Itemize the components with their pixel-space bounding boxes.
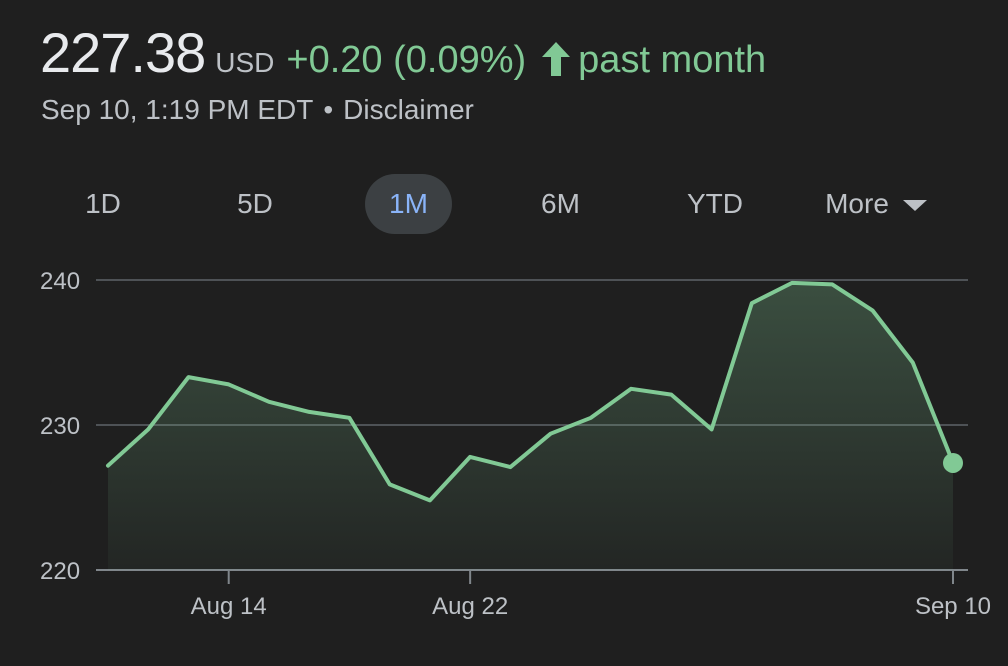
price-area-fill	[108, 282, 953, 570]
x-tick-label: Aug 22	[432, 593, 508, 620]
data-point	[911, 361, 915, 365]
separator-dot: •	[323, 94, 334, 125]
x-tick-label: Sep 10	[915, 593, 991, 620]
y-tick-label: 230	[40, 413, 80, 440]
data-point	[549, 432, 553, 436]
quote-subline: Sep 10, 1:19 PM EDT • Disclaimer	[41, 94, 474, 126]
data-point	[468, 455, 472, 459]
data-point	[830, 282, 834, 286]
data-point	[508, 465, 512, 469]
timestamp: Sep 10, 1:19 PM EDT	[41, 94, 314, 125]
data-point	[750, 301, 754, 305]
tab-5d[interactable]: 5D	[237, 188, 273, 219]
y-tick-label: 220	[40, 558, 80, 585]
tab-6m[interactable]: 6M	[541, 188, 580, 219]
price-chart: 240 230 220 Aug 14 Aug 22 Sep 10	[40, 268, 991, 620]
range-tabs: 1D 5D 1M 6M YTD More	[0, 174, 1008, 234]
tab-more-label: More	[825, 188, 889, 219]
data-point	[106, 464, 110, 468]
disclaimer-link[interactable]: Disclaimer	[343, 94, 474, 125]
quote-header: 227.38 USD +0.20 (0.09%) past month	[40, 20, 766, 84]
tab-1m[interactable]: 1M	[365, 174, 452, 234]
tab-1d[interactable]: 1D	[85, 188, 121, 219]
data-point	[710, 427, 714, 431]
data-point	[428, 498, 432, 502]
data-point	[790, 281, 794, 285]
tab-ytd[interactable]: YTD	[687, 188, 743, 219]
tab-more[interactable]: More	[806, 174, 946, 234]
data-point	[871, 308, 875, 312]
data-point	[267, 400, 271, 404]
x-tick-label: Aug 14	[191, 593, 267, 620]
data-point	[186, 375, 190, 379]
data-point	[388, 482, 392, 486]
data-point	[669, 393, 673, 397]
price-change: +0.20 (0.09%)	[286, 39, 527, 81]
data-point	[347, 416, 351, 420]
data-point	[307, 410, 311, 414]
current-price: 227.38	[40, 21, 206, 84]
change-period: past month	[578, 39, 767, 81]
data-point	[146, 427, 150, 431]
data-point	[227, 382, 231, 386]
data-point	[629, 387, 633, 391]
price-line	[106, 280, 955, 503]
arrow-up-icon	[542, 42, 571, 76]
last-price-marker	[943, 452, 963, 473]
y-tick-label: 240	[40, 268, 80, 295]
caret-down-icon	[902, 199, 927, 211]
currency-label: USD	[215, 47, 275, 78]
data-point	[589, 416, 593, 420]
